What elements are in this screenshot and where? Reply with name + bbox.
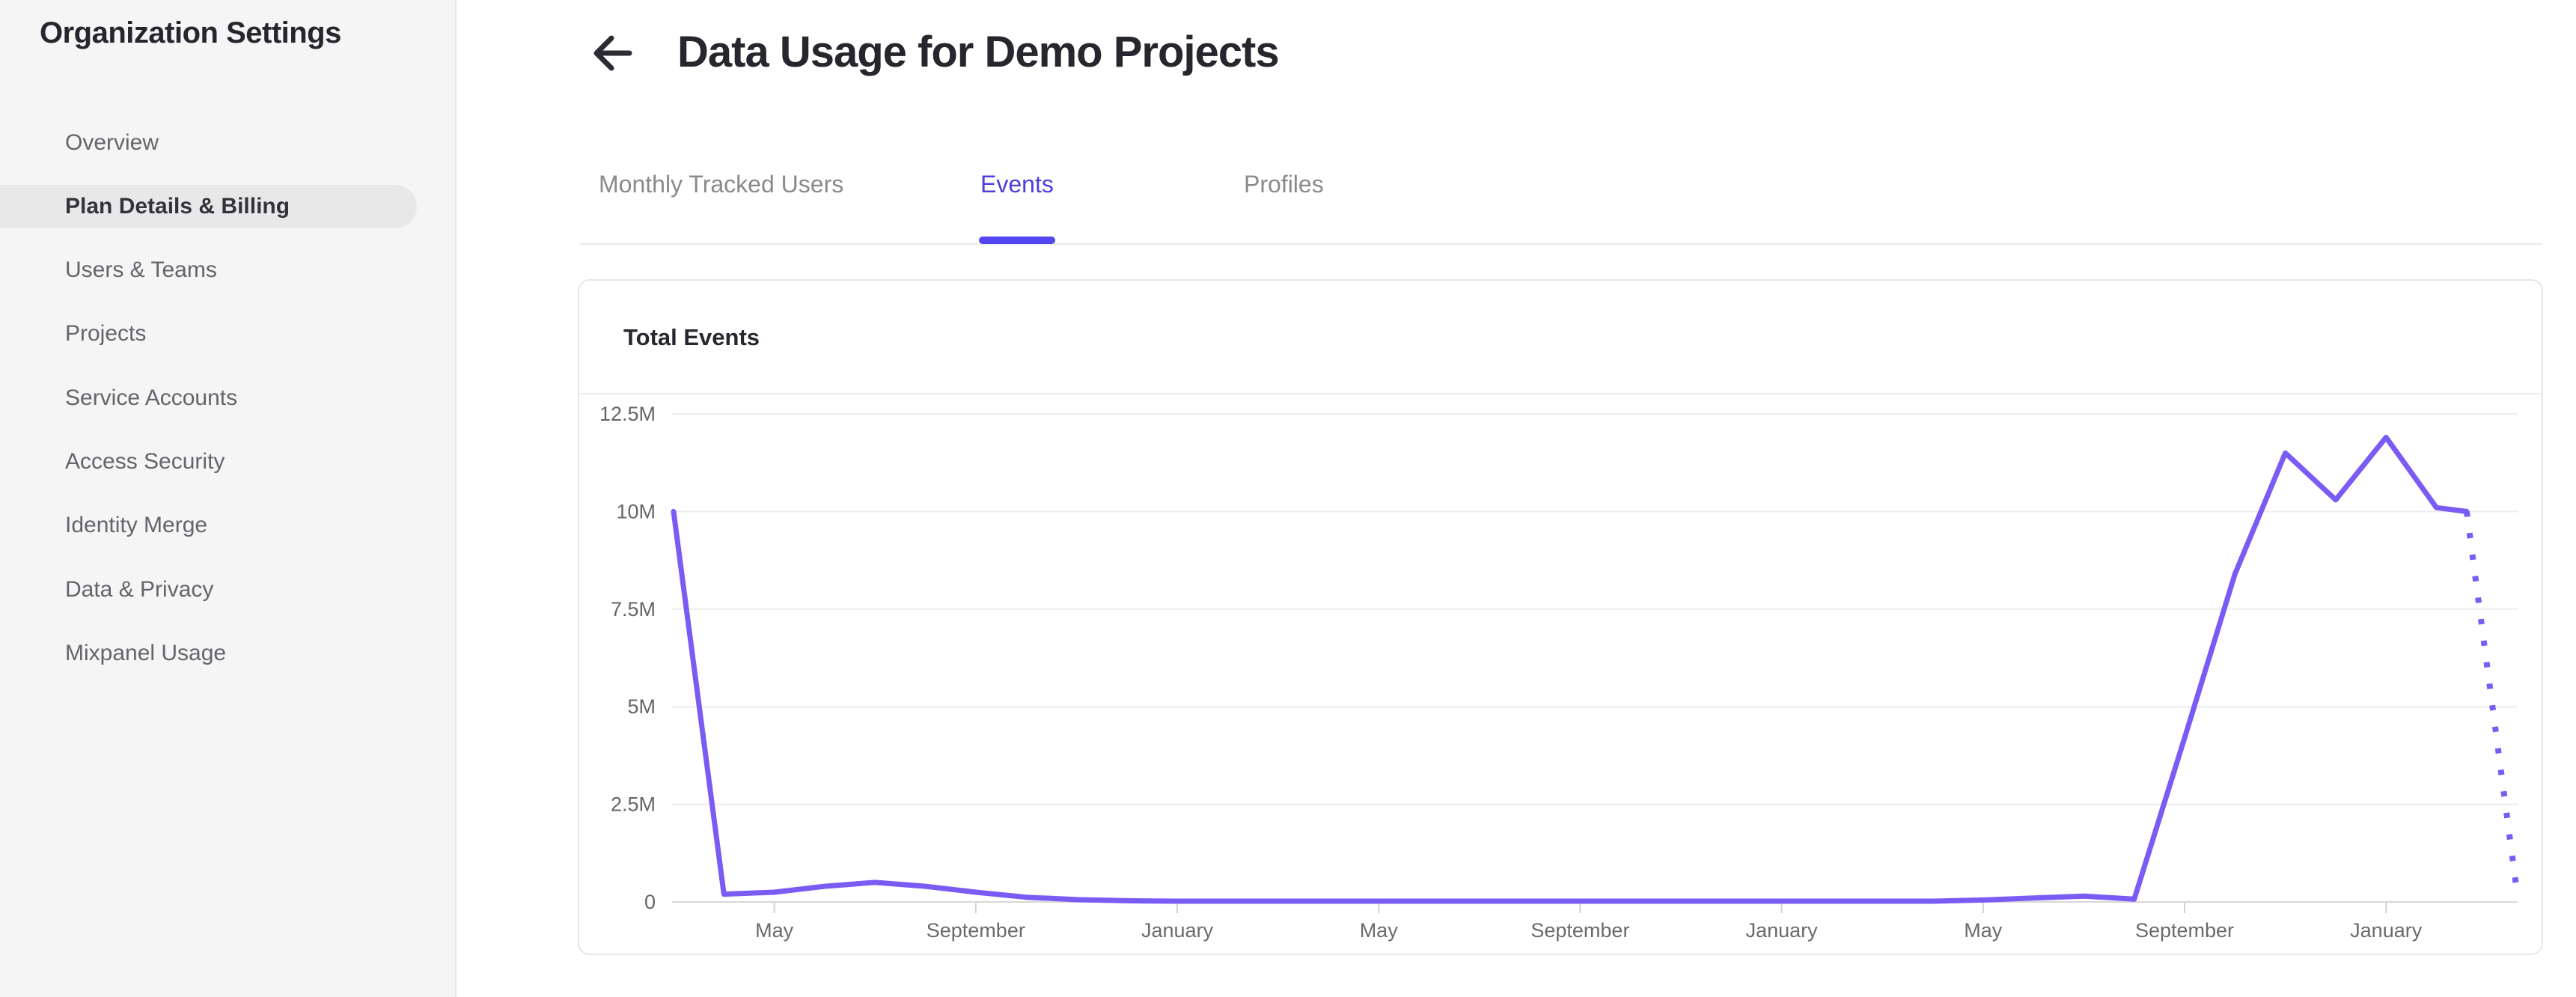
x-tick-label: January [1746, 919, 1819, 942]
chart-line [671, 434, 2470, 904]
chart-title: Total Events [623, 324, 760, 350]
x-tick-label: January [2350, 919, 2423, 942]
x-tick-label: May [1360, 919, 1399, 942]
sidebar-item-identity-merge[interactable]: Identity Merge [65, 513, 208, 537]
sidebar-item-plan-details-billing[interactable]: Plan Details & Billing [0, 185, 417, 228]
y-tick-label: 7.5M [611, 598, 656, 621]
back-arrow-icon [590, 35, 637, 79]
sidebar-item-access-security[interactable]: Access Security [65, 449, 225, 474]
x-tick-label: January [1141, 919, 1214, 942]
total-events-card: Total Events [578, 279, 2543, 955]
y-tick-label: 12.5M [599, 403, 656, 425]
tab-events[interactable]: Events [980, 171, 1054, 198]
organization-settings-sidebar: Organization Settings Overview Plan Deta… [0, 0, 457, 997]
y-tick-label: 10M [616, 500, 656, 522]
back-button[interactable] [590, 30, 637, 76]
sidebar-item-data-privacy[interactable]: Data & Privacy [65, 577, 214, 602]
page-title: Data Usage for Demo Projects [677, 28, 1280, 76]
x-tick-label: September [2135, 919, 2234, 942]
tab-monthly-tracked-users[interactable]: Monthly Tracked Users [599, 171, 844, 198]
sidebar-item-overview[interactable]: Overview [65, 130, 159, 155]
sidebar-item-mixpanel-usage[interactable]: Mixpanel Usage [65, 641, 227, 665]
card-header-divider [579, 393, 2542, 394]
sidebar-item-projects[interactable]: Projects [65, 321, 147, 346]
sidebar-item-service-accounts[interactable]: Service Accounts [65, 385, 238, 410]
x-tick-label: September [927, 919, 1025, 942]
y-tick-label: 2.5M [611, 793, 656, 816]
x-tick-label: September [1530, 919, 1629, 942]
sidebar-item-users-teams[interactable]: Users & Teams [65, 257, 217, 282]
sidebar-title: Organization Settings [40, 16, 341, 49]
tabs-divider [579, 243, 2543, 245]
y-tick-label: 5M [627, 695, 656, 718]
chart-line-projected-dotted [2463, 510, 2521, 893]
y-tick-label: 0 [644, 891, 656, 913]
active-tab-indicator [979, 237, 1055, 244]
x-tick-label: May [1964, 919, 2003, 942]
tab-profiles[interactable]: Profiles [1244, 171, 1324, 198]
x-tick-label: May [755, 919, 794, 942]
